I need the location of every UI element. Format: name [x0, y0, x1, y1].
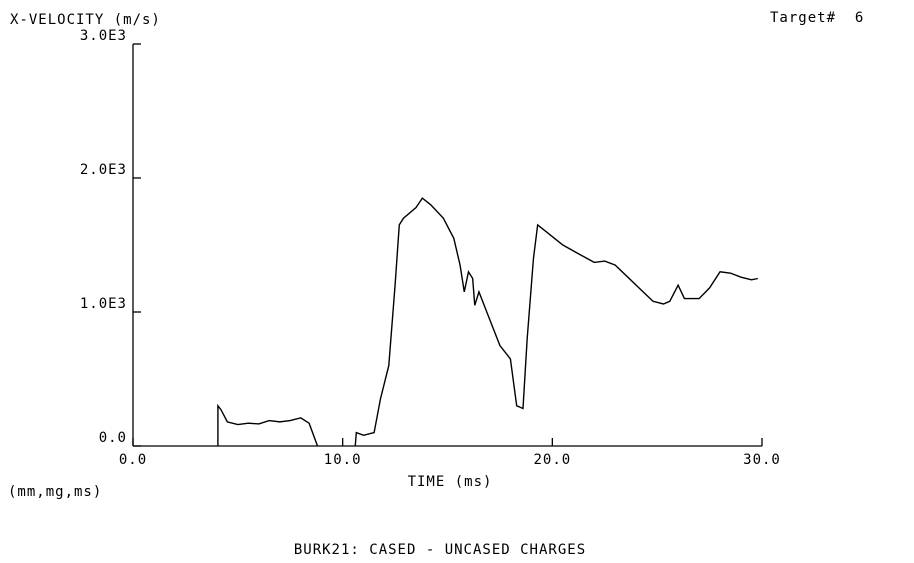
y-tick-label: 1.0E3: [80, 296, 127, 312]
y-tick-label: 3.0E3: [80, 28, 127, 44]
x-axis-label: TIME (ms): [408, 474, 493, 490]
x-tick-label: 10.0: [324, 452, 362, 468]
y-tick-label: 2.0E3: [80, 162, 127, 178]
chart-title: X-VELOCITY (m/s): [10, 12, 161, 28]
annotation: Target# 6: [770, 10, 864, 26]
y-tick-label: 0.0: [99, 430, 127, 446]
caption: BURK21: CASED - UNCASED CHARGES: [294, 542, 586, 558]
x-tick-label: 20.0: [533, 452, 571, 468]
x-tick-label: 30.0: [743, 452, 781, 468]
units-note: (mm,mg,ms): [8, 484, 102, 500]
data-line: [217, 197, 758, 447]
x-tick-label: 0.0: [119, 452, 147, 468]
